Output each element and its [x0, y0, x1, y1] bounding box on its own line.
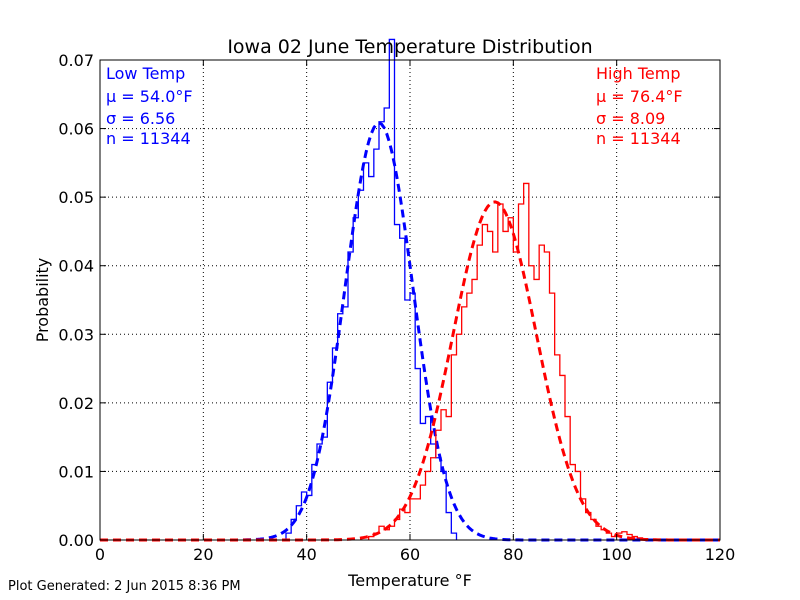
high-temp-n: n = 11344: [596, 129, 681, 148]
low-temp-series: [100, 38, 720, 542]
high-temp-annotation: High Temp μ = 76.4°F σ = 8.09 n = 11344: [596, 64, 683, 148]
x-axis-label: Temperature °F: [347, 571, 472, 590]
low-temp-sigma: σ = 6.56: [106, 109, 175, 128]
y-tick-label: 0.05: [58, 188, 94, 207]
low-temp-n: n = 11344: [106, 129, 191, 148]
chart-title: Iowa 02 June Temperature Distribution: [227, 36, 592, 58]
high-temp-mu: μ = 76.4°F: [596, 87, 683, 106]
low-temp-annotation: Low Temp μ = 54.0°F σ = 6.56 n = 11344: [106, 64, 193, 148]
y-tick-label: 0.07: [58, 51, 94, 70]
low-temp-legend-title: Low Temp: [106, 64, 185, 83]
high-temp-sigma: σ = 8.09: [596, 109, 665, 128]
footer-text: Plot Generated: 2 Jun 2015 8:36 PM: [8, 579, 241, 594]
x-tick-label: 20: [193, 545, 213, 564]
x-tick-label: 40: [296, 545, 316, 564]
y-tick-label: 0.01: [58, 462, 94, 481]
low-temp-mu: μ = 54.0°F: [106, 87, 193, 106]
y-tick-label: 0.02: [58, 394, 94, 413]
x-tick-label: 0: [95, 545, 105, 564]
y-tick-label: 0.06: [58, 120, 94, 139]
x-tick-label: 100: [601, 545, 632, 564]
high-temp-histogram: [368, 182, 649, 540]
y-tick-label: 0.00: [58, 531, 94, 550]
low-temp-histogram: [285, 38, 458, 540]
high-temp-legend-title: High Temp: [596, 64, 681, 83]
grid-layer: [100, 60, 720, 540]
low-temp-normal-fit: [100, 121, 720, 542]
y-axis-label: Probability: [33, 258, 52, 343]
x-tick-label: 120: [705, 545, 736, 564]
tick-layer: 0 20 40 60 80 100 120 0.00 0.01 0.02 0.03 0.04 0.05 0…: [58, 51, 735, 564]
y-tick-label: 0.03: [58, 325, 94, 344]
y-tick-label: 0.04: [58, 257, 94, 276]
x-tick-label: 60: [400, 545, 420, 564]
x-tick-label: 80: [503, 545, 523, 564]
